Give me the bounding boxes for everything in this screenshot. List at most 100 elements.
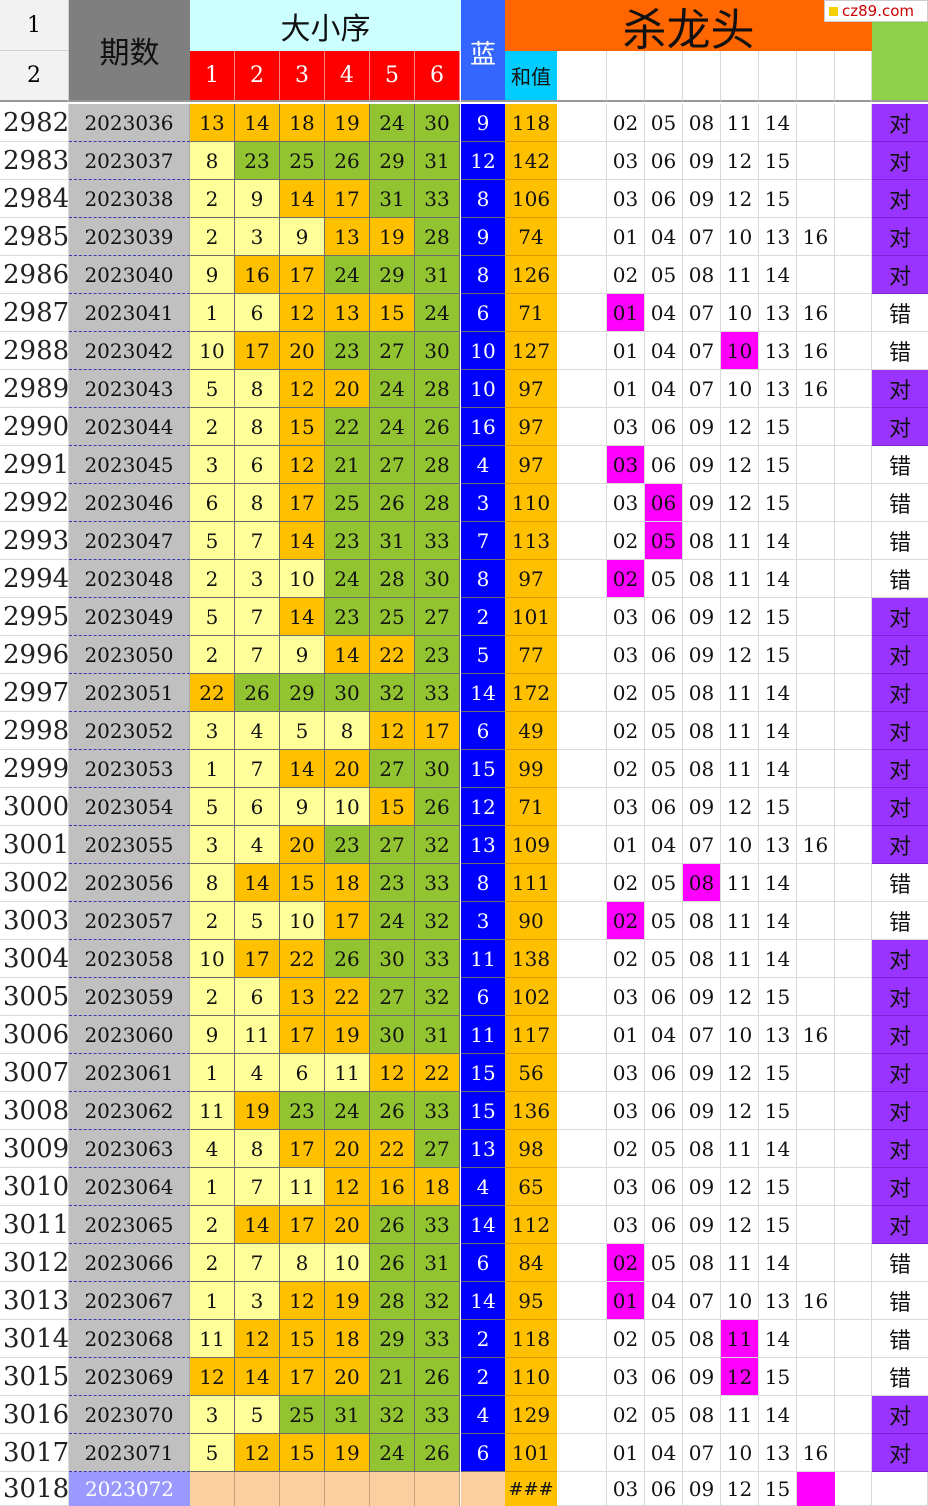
period-cell[interactable]: 2023043	[69, 370, 190, 408]
number-cell[interactable]: 30	[415, 332, 460, 370]
empty-header-cell[interactable]	[721, 51, 759, 102]
number-cell[interactable]: 14	[235, 104, 280, 142]
kill-number-cell[interactable]	[797, 484, 835, 522]
number-cell[interactable]: 31	[415, 142, 460, 180]
sum-cell[interactable]: 136	[505, 1092, 557, 1130]
kill-number-cell[interactable]: 06	[645, 978, 683, 1016]
sum-cell[interactable]: 97	[505, 446, 557, 484]
number-cell[interactable]: 31	[415, 256, 460, 294]
kill-number-cell[interactable]	[797, 408, 835, 446]
kill-number-cell[interactable]: 01	[607, 332, 645, 370]
kill-number-cell[interactable]: 12	[721, 446, 759, 484]
blank-cell[interactable]	[557, 1434, 607, 1472]
number-cell[interactable]: 20	[325, 750, 370, 788]
number-cell[interactable]: 24	[370, 1434, 415, 1472]
sum-cell[interactable]: 127	[505, 332, 557, 370]
kill-number-cell[interactable]: 05	[645, 864, 683, 902]
kill-number-cell[interactable]: 10	[721, 1282, 759, 1320]
kill-number-cell[interactable]: 12	[721, 978, 759, 1016]
blank-cell[interactable]	[557, 826, 607, 864]
kill-number-cell[interactable]: 15	[759, 446, 797, 484]
result-cell[interactable]: 对	[872, 636, 928, 674]
row-number[interactable]: 2998	[0, 712, 69, 750]
result-cell[interactable]: 对	[872, 750, 928, 788]
sum-cell[interactable]: 117	[505, 1016, 557, 1054]
number-cell[interactable]: 33	[415, 1320, 460, 1358]
kill-number-cell[interactable]: 16	[797, 1434, 835, 1472]
blank-cell[interactable]	[835, 1434, 872, 1472]
kill-number-cell[interactable]: 03	[607, 446, 645, 484]
blank-cell[interactable]	[557, 104, 607, 142]
kill-number-cell[interactable]: 04	[645, 1282, 683, 1320]
blank-cell[interactable]	[835, 902, 872, 940]
kill-number-cell[interactable]: 05	[645, 522, 683, 560]
blank-cell[interactable]	[835, 294, 872, 332]
kill-number-cell[interactable]: 02	[607, 1130, 645, 1168]
kill-number-cell[interactable]: 07	[683, 218, 721, 256]
kill-number-cell[interactable]: 08	[683, 712, 721, 750]
number-cell[interactable]: 3	[235, 218, 280, 256]
kill-number-cell[interactable]: 11	[721, 902, 759, 940]
blank-cell[interactable]	[835, 218, 872, 256]
blank-cell[interactable]	[557, 1016, 607, 1054]
period-cell[interactable]: 2023065	[69, 1206, 190, 1244]
number-cell[interactable]: 6	[280, 1054, 325, 1092]
blank-cell[interactable]	[835, 1054, 872, 1092]
blank-cell[interactable]	[557, 902, 607, 940]
period-cell[interactable]: 2023066	[69, 1244, 190, 1282]
period-cell[interactable]: 2023056	[69, 864, 190, 902]
kill-number-cell[interactable]: 06	[645, 446, 683, 484]
kill-number-cell[interactable]: 14	[759, 1320, 797, 1358]
number-cell[interactable]: 15	[370, 294, 415, 332]
kill-number-cell[interactable]: 07	[683, 294, 721, 332]
kill-number-cell[interactable]: 15	[759, 1472, 797, 1506]
kill-number-cell[interactable]: 02	[607, 104, 645, 142]
kill-number-cell[interactable]: 14	[759, 712, 797, 750]
kill-number-cell[interactable]: 15	[759, 484, 797, 522]
blue-ball-cell[interactable]: 8	[461, 256, 505, 294]
blank-cell[interactable]	[557, 332, 607, 370]
kill-number-cell[interactable]	[797, 750, 835, 788]
kill-number-cell[interactable]: 08	[683, 1130, 721, 1168]
kill-number-cell[interactable]	[797, 1244, 835, 1282]
number-cell[interactable]: 14	[280, 180, 325, 218]
number-cell[interactable]: 22	[370, 1130, 415, 1168]
kill-number-cell[interactable]: 15	[759, 978, 797, 1016]
number-cell[interactable]: 28	[370, 560, 415, 598]
period-cell[interactable]: 2023055	[69, 826, 190, 864]
number-cell[interactable]: 8	[235, 1130, 280, 1168]
number-cell[interactable]: 10	[190, 940, 235, 978]
blue-ball-cell[interactable]: 12	[461, 788, 505, 826]
period-cell[interactable]: 2023049	[69, 598, 190, 636]
number-cell[interactable]: 17	[280, 1358, 325, 1396]
number-cell[interactable]: 33	[415, 940, 460, 978]
number-cell[interactable]: 11	[325, 1054, 370, 1092]
result-cell[interactable]: 对	[872, 180, 928, 218]
kill-number-cell[interactable]: 04	[645, 1016, 683, 1054]
kill-number-cell[interactable]: 09	[683, 1358, 721, 1396]
number-cell[interactable]: 19	[325, 1282, 370, 1320]
period-cell[interactable]: 2023057	[69, 902, 190, 940]
sum-cell[interactable]: 138	[505, 940, 557, 978]
number-cell[interactable]: 6	[235, 788, 280, 826]
kill-number-cell[interactable]: 01	[607, 370, 645, 408]
kill-number-cell[interactable]: 11	[721, 940, 759, 978]
number-cell[interactable]: 22	[190, 674, 235, 712]
blank-cell[interactable]	[557, 256, 607, 294]
sum-cell[interactable]: 106	[505, 180, 557, 218]
result-cell[interactable]: 错	[872, 1244, 928, 1282]
number-cell[interactable]: 13	[325, 218, 370, 256]
number-cell[interactable]: 5	[235, 902, 280, 940]
number-cell[interactable]: 1	[190, 1168, 235, 1206]
kill-number-cell[interactable]: 05	[645, 902, 683, 940]
period-cell[interactable]: 2023038	[69, 180, 190, 218]
blank-cell[interactable]	[557, 1168, 607, 1206]
number-cell[interactable]: 27	[370, 750, 415, 788]
kill-number-cell[interactable]: 11	[721, 1130, 759, 1168]
number-cell[interactable]: 4	[235, 712, 280, 750]
number-cell[interactable]: 18	[325, 864, 370, 902]
number-cell[interactable]: 12	[280, 446, 325, 484]
number-cell[interactable]: 1	[190, 1054, 235, 1092]
kill-number-cell[interactable]: 11	[721, 712, 759, 750]
number-cell[interactable]: 33	[415, 1092, 460, 1130]
